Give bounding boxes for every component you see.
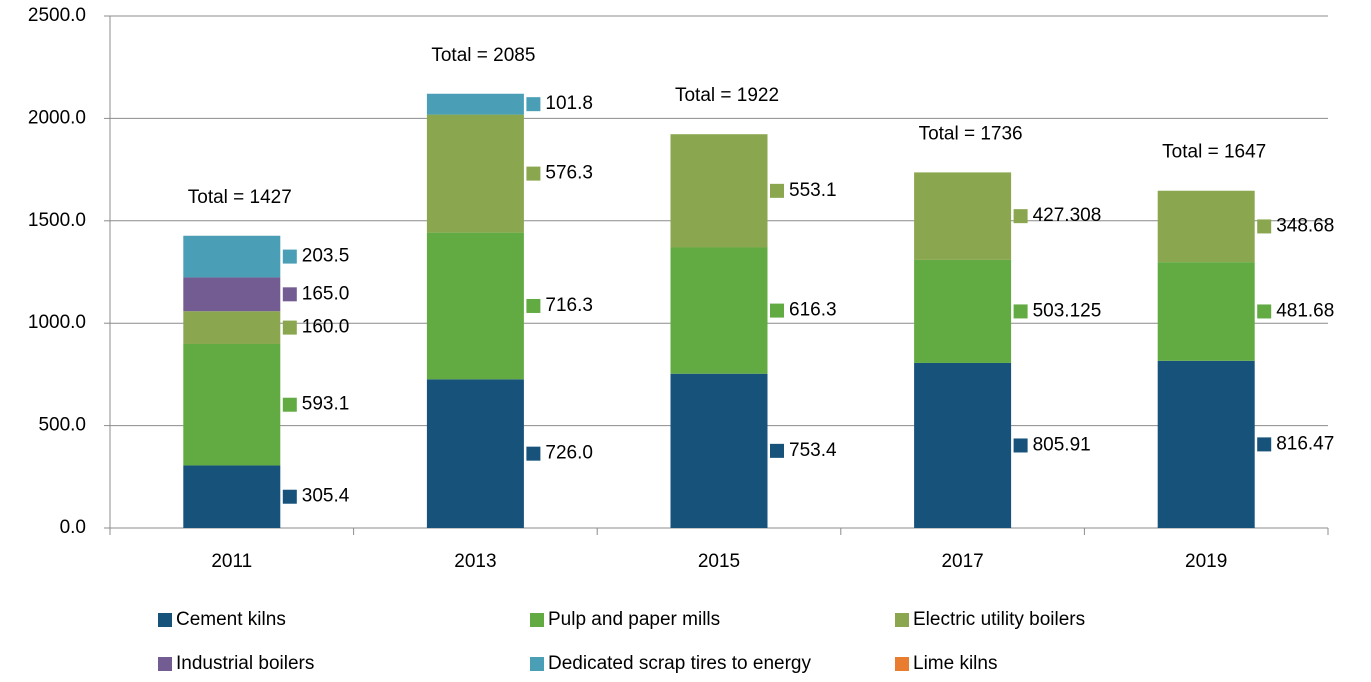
value-label-key xyxy=(526,446,541,461)
bar-segment xyxy=(183,465,281,528)
bar-segment xyxy=(1157,360,1255,528)
legend-key xyxy=(530,613,544,627)
x-tick-label: 2013 xyxy=(454,551,496,572)
value-label: 593.1 xyxy=(302,394,350,415)
bar-segment xyxy=(914,172,1012,260)
value-label-key xyxy=(770,303,784,318)
value-label-key xyxy=(1013,438,1028,453)
legend-label: Pulp and paper mills xyxy=(548,609,720,630)
bar-segment xyxy=(1157,190,1255,263)
value-label: 203.5 xyxy=(302,246,350,267)
bar-segment xyxy=(183,277,281,312)
legend-key xyxy=(158,613,172,627)
bar-segment xyxy=(183,343,281,466)
value-label: 726.0 xyxy=(545,443,593,464)
value-label: 101.8 xyxy=(545,93,593,114)
legend-key xyxy=(895,613,909,627)
x-tick-label: 2017 xyxy=(941,551,983,572)
value-label-key xyxy=(770,443,784,458)
bar-segment xyxy=(426,114,524,233)
x-tick-label: 2015 xyxy=(698,551,740,572)
bar-segment xyxy=(670,373,768,528)
legend-key xyxy=(530,657,544,671)
value-label: 716.3 xyxy=(545,295,593,316)
bar-segment xyxy=(670,134,768,248)
bar-segment xyxy=(426,93,524,115)
legend-key xyxy=(895,657,909,671)
x-tick-label: 2019 xyxy=(1185,551,1227,572)
value-label: 805.91 xyxy=(1033,434,1091,455)
total-annotation: Total = 1427 xyxy=(188,187,292,208)
y-tick-label: 2500.0 xyxy=(28,5,86,26)
y-tick-label: 0.0 xyxy=(60,517,86,538)
legend-label: Dedicated scrap tires to energy xyxy=(548,653,811,674)
value-label: 816.47 xyxy=(1276,433,1334,454)
total-annotation: Total = 1922 xyxy=(675,85,779,106)
value-label-key xyxy=(1257,304,1272,319)
y-tick-label: 1000.0 xyxy=(28,312,86,333)
bar-segment xyxy=(1157,262,1255,361)
value-label: 165.0 xyxy=(302,283,350,304)
value-label: 348.68 xyxy=(1276,215,1334,236)
value-label: 753.4 xyxy=(789,440,837,461)
value-label: 481.68 xyxy=(1276,300,1334,321)
legend-label: Cement kilns xyxy=(176,609,286,630)
legend-label: Electric utility boilers xyxy=(913,609,1085,630)
legend-label: Industrial boilers xyxy=(176,653,314,674)
y-tick-label: 500.0 xyxy=(38,415,86,436)
total-annotation: Total = 1647 xyxy=(1162,142,1266,163)
value-label-key xyxy=(526,166,541,181)
value-label-key xyxy=(526,97,541,112)
value-label-key xyxy=(282,397,297,412)
y-tick-label: 1500.0 xyxy=(28,210,86,231)
value-label: 576.3 xyxy=(545,163,593,184)
value-label-key xyxy=(282,287,297,302)
bar-segment xyxy=(426,379,524,528)
value-label-key xyxy=(282,320,297,335)
legend-key xyxy=(158,657,172,671)
total-annotation: Total = 1736 xyxy=(919,123,1023,144)
bar-segment xyxy=(426,232,524,380)
value-label-key xyxy=(1257,219,1272,234)
bar-segment xyxy=(183,311,281,344)
total-annotation: Total = 2085 xyxy=(431,45,535,66)
value-label: 160.0 xyxy=(302,317,350,338)
value-label: 553.1 xyxy=(789,180,837,201)
value-label-key xyxy=(526,298,541,313)
bar-segment xyxy=(183,235,281,278)
bar-segment xyxy=(914,259,1012,363)
bar-segment xyxy=(914,362,1012,528)
value-label: 503.125 xyxy=(1033,300,1102,321)
legend-label: Lime kilns xyxy=(913,653,997,674)
value-label-key xyxy=(282,489,297,504)
x-tick-label: 2011 xyxy=(211,551,252,572)
value-label-key xyxy=(770,183,784,198)
value-label: 427.308 xyxy=(1033,205,1102,226)
value-label: 305.4 xyxy=(302,486,350,507)
value-label: 616.3 xyxy=(789,300,837,321)
bar-segment xyxy=(670,247,768,374)
value-label-key xyxy=(282,249,297,264)
value-label-key xyxy=(1013,209,1028,224)
y-tick-label: 2000.0 xyxy=(28,107,86,128)
value-label-key xyxy=(1013,304,1028,319)
value-label-key xyxy=(1257,437,1272,452)
